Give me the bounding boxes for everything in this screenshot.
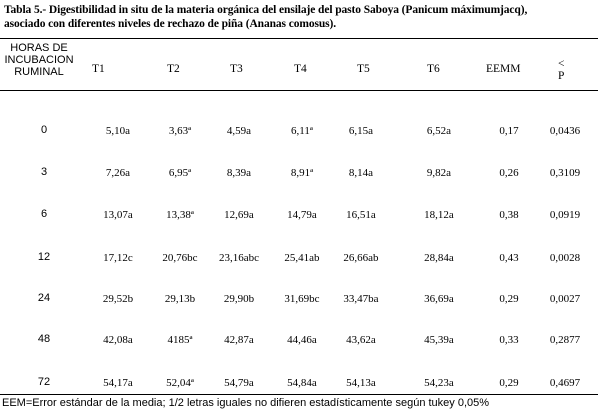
cell-t6: 28,84a	[424, 252, 454, 264]
cell-t5: 33,47ba	[343, 293, 379, 305]
cell-t4: 14,79a	[287, 209, 317, 221]
header-hours: HORAS DE INCUBACION RUMINAL	[2, 42, 76, 78]
cell-t6: 54,23a	[424, 377, 454, 389]
cell-t2: 4185ª	[167, 334, 193, 346]
header-rule	[0, 90, 598, 91]
cell-t1: 29,52b	[102, 293, 134, 305]
cell-p: 0,3109	[549, 167, 581, 179]
cell-t6: 18,12a	[424, 209, 454, 221]
cell-t4: 8,91ª	[290, 167, 314, 179]
cell-t5: 26,66ab	[343, 252, 379, 264]
cell-eemm: 0,17	[499, 125, 519, 137]
cell-t4: 6,11ª	[291, 125, 313, 137]
cell-hours: 0	[40, 124, 48, 136]
cell-hours: 24	[37, 292, 51, 304]
cell-t4: 31,69bc	[284, 293, 320, 305]
header-eemm: EEMM	[486, 63, 521, 75]
top-rule	[0, 38, 598, 39]
cell-t1: 54,17a	[103, 377, 133, 389]
caption-line-2: asociado con diferentes niveles de recha…	[4, 18, 337, 30]
cell-t1: 5,10a	[105, 125, 131, 137]
header-p: < P	[558, 58, 565, 82]
cell-hours: 6	[40, 208, 48, 220]
header-p-symbol: <	[558, 58, 565, 70]
header-t4: T4	[294, 63, 307, 75]
cell-t5: 6,15a	[348, 125, 374, 137]
cell-t5: 43,62a	[346, 334, 376, 346]
header-t3: T3	[230, 63, 243, 75]
header-p-letter: P	[558, 70, 565, 82]
cell-t3: 54,79a	[224, 377, 254, 389]
header-hours-line-2: INCUBACION	[4, 54, 74, 66]
cell-t1: 7,26a	[105, 167, 131, 179]
cell-t1: 13,07a	[103, 209, 133, 221]
cell-hours: 48	[37, 333, 51, 345]
header-hours-line-3: RUMINAL	[14, 66, 64, 78]
cell-t1: 42,08a	[103, 334, 133, 346]
table-footnote: EEM=Error estándar de la media; 1/2 letr…	[2, 397, 490, 409]
cell-t4: 44,46a	[287, 334, 317, 346]
cell-t3: 23,16abc	[218, 252, 259, 264]
bottom-rule	[0, 394, 598, 395]
cell-t5: 16,51a	[346, 209, 376, 221]
cell-t2: 13,38ª	[166, 209, 194, 221]
cell-t6: 6,52a	[426, 125, 452, 137]
cell-eemm: 0,29	[499, 377, 519, 389]
cell-eemm: 0,33	[499, 334, 519, 346]
cell-t2: 20,76bc	[162, 252, 198, 264]
cell-t3: 4,59a	[226, 125, 252, 137]
cell-p: 0,0028	[549, 252, 581, 264]
cell-t2: 6,95ª	[168, 167, 192, 179]
cell-p: 0,4697	[549, 377, 581, 389]
cell-t1: 17,12c	[103, 252, 133, 264]
cell-p: 0,0436	[549, 125, 581, 137]
cell-eemm: 0,43	[499, 252, 519, 264]
cell-t5: 54,13a	[346, 377, 376, 389]
cell-t6: 36,69a	[424, 293, 454, 305]
cell-eemm: 0,26	[499, 167, 519, 179]
cell-eemm: 0,29	[499, 293, 519, 305]
cell-eemm: 0,38	[499, 209, 519, 221]
cell-hours: 72	[37, 376, 51, 388]
header-hours-line-1: HORAS DE	[10, 42, 68, 54]
header-t6: T6	[427, 63, 440, 75]
header-t5: T5	[357, 63, 370, 75]
cell-t3: 8,39a	[226, 167, 252, 179]
cell-p: 0,0027	[549, 293, 581, 305]
cell-t2: 3,63ª	[168, 125, 192, 137]
header-t1: T1	[92, 63, 105, 75]
cell-t4: 25,41ab	[284, 252, 320, 264]
cell-p: 0,2877	[549, 334, 581, 346]
cell-t3: 29,90b	[223, 293, 255, 305]
caption-line-1: Tabla 5.- Digestibilidad in situ de la m…	[4, 4, 528, 16]
cell-t2: 52,04ª	[166, 377, 194, 389]
cell-t4: 54,84a	[287, 377, 317, 389]
cell-t3: 12,69a	[224, 209, 254, 221]
cell-t5: 8,14a	[348, 167, 374, 179]
cell-t6: 45,39a	[424, 334, 454, 346]
cell-t2: 29,13b	[164, 293, 196, 305]
cell-hours: 3	[40, 166, 48, 178]
cell-t3: 42,87a	[224, 334, 254, 346]
header-t2: T2	[167, 63, 180, 75]
cell-hours: 12	[37, 251, 51, 263]
cell-p: 0,0919	[549, 209, 581, 221]
table-caption: Tabla 5.- Digestibilidad in situ de la m…	[4, 3, 594, 31]
cell-t6: 9,82a	[426, 167, 452, 179]
